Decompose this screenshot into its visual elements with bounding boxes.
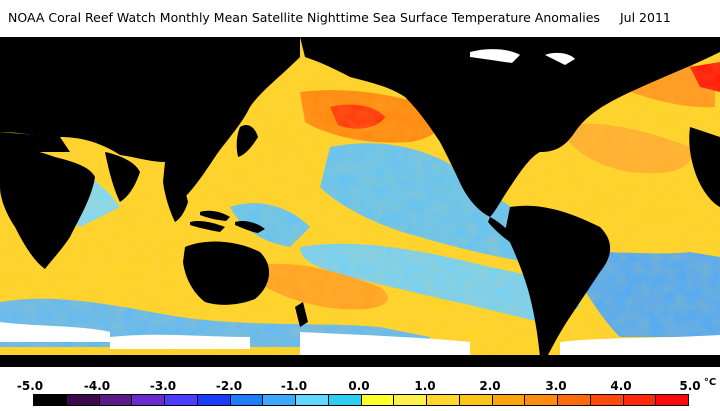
- colorbar-label: 4.0: [610, 379, 632, 393]
- south-america-land: [505, 205, 611, 357]
- colorbar-swatch: [99, 395, 133, 405]
- colorbar-label: -1.0: [280, 379, 308, 393]
- map-title: NOAA Coral Reef Watch Monthly Mean Satel…: [0, 6, 720, 26]
- colorbar-swatch: [656, 395, 688, 405]
- title-text: NOAA Coral Reef Watch Monthly Mean Satel…: [8, 10, 600, 25]
- anomaly-map: [0, 37, 720, 367]
- colorbar-label: -5.0: [16, 379, 44, 393]
- colorbar-label: -4.0: [83, 379, 111, 393]
- colorbar-label: 2.0: [479, 379, 501, 393]
- colorbar-swatch: [66, 395, 100, 405]
- africa-land: [0, 146, 95, 269]
- colorbar-swatch: [525, 395, 558, 405]
- colorbar-swatch: [361, 395, 395, 405]
- australia-land: [183, 241, 270, 305]
- africa-east-land: [689, 127, 720, 207]
- colorbar-swatch: [165, 395, 198, 405]
- colorbar-swatch: [197, 395, 231, 405]
- colorbar-swatch: [230, 395, 264, 405]
- colorbar-label: 0.0: [348, 379, 370, 393]
- colorbar-swatch: [590, 395, 624, 405]
- colorbar-swatch: [623, 395, 657, 405]
- sea-ice: [0, 49, 720, 355]
- colorbar-swatch: [558, 395, 591, 405]
- colorbar-label: 3.0: [545, 379, 567, 393]
- colorbar: [33, 394, 689, 406]
- europe-land: [0, 132, 70, 152]
- colorbar-swatch: [492, 395, 526, 405]
- colorbar-swatch: [132, 395, 165, 405]
- southeast-asia-land: [163, 162, 188, 222]
- antarctica-land: [0, 355, 720, 367]
- colorbar-swatch: [296, 395, 329, 405]
- colorbar-swatch: [394, 395, 427, 405]
- colorbar-swatch: [263, 395, 296, 405]
- colorbar-swatch: [34, 395, 67, 405]
- colorbar-labels: -5.0 -4.0 -3.0 -2.0 -1.0 0.0 1.0 2.0 3.0…: [0, 377, 720, 393]
- north-america-land: [300, 37, 720, 217]
- colorbar-swatch: [328, 395, 362, 405]
- colorbar-label: -2.0: [215, 379, 243, 393]
- colorbar-swatch: [459, 395, 493, 405]
- colorbar-label: 1.0: [414, 379, 436, 393]
- title-date: Jul 2011: [620, 10, 671, 25]
- colorbar-unit: °C: [703, 377, 717, 388]
- japan-land: [236, 125, 258, 157]
- land-masses: [0, 37, 720, 367]
- india-land: [105, 152, 140, 202]
- colorbar-label: 5.0: [679, 379, 701, 393]
- colorbar-label: -3.0: [149, 379, 177, 393]
- new-zealand-land: [295, 302, 308, 327]
- asia-land: [0, 37, 300, 197]
- colorbar-swatch: [427, 395, 460, 405]
